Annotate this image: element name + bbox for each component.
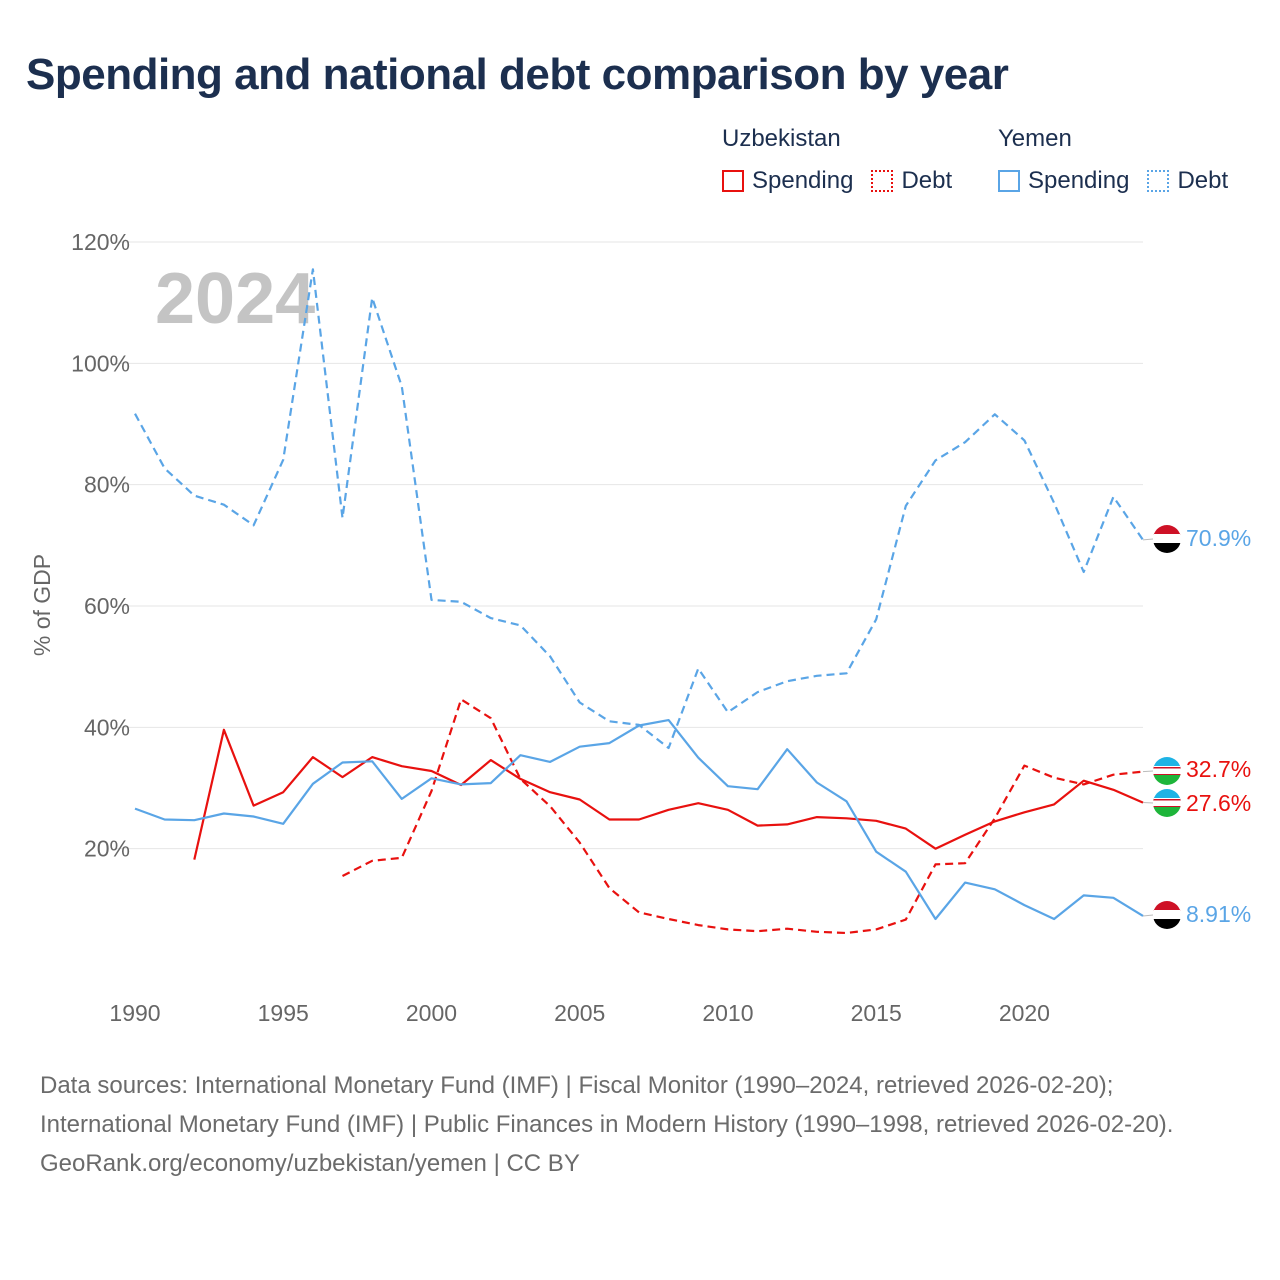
end-label-yemen-debt: 70.9% [1186,525,1251,551]
end-label-yemen-spending: 8.91% [1186,901,1251,927]
series-line-uzbekistan-spending[interactable] [193,728,1144,860]
y-tick-label: 80% [84,472,130,498]
end-label-uzbekistan-spending: 27.6% [1186,790,1251,816]
legend-country-uzbekistan: Uzbekistan [722,125,841,152]
legend-group-uzbekistan: Uzbekistan Spending Debt [722,124,970,196]
y-axis-label: % of GDP [29,554,55,656]
x-tick-label: 1990 [109,1000,160,1026]
y-tick-label: 60% [84,593,130,619]
label-leader-line [1142,770,1154,773]
legend-label: Debt [1177,167,1229,194]
legend-item-yemen-debt[interactable]: Debt [1147,167,1228,195]
data-sources: Data sources: International Monetary Fun… [40,1072,1174,1138]
yemen-flag-icon [1153,901,1181,929]
legend-label: Debt [901,167,953,194]
y-tick-label: 120% [71,229,130,255]
y-tick-label: 40% [84,714,130,740]
dotted-line-swatch-icon [871,170,894,192]
solid-line-swatch-icon [722,170,744,192]
legend-item-uzbekistan-debt[interactable]: Debt [871,167,952,195]
uzbekistan-flag-icon [1153,757,1181,785]
series-line-uzbekistan-debt[interactable] [341,698,1144,935]
dotted-line-swatch-icon [1147,170,1170,192]
x-tick-label: 2015 [851,1000,902,1026]
solid-line-swatch-icon [998,170,1020,192]
footer: Data sources: International Monetary Fun… [40,1066,1240,1183]
x-tick-label: 2010 [702,1000,753,1026]
x-tick-label: 1995 [258,1000,309,1026]
chart-title: Spending and national debt comparison by… [26,50,1009,99]
yemen-flag-icon [1153,525,1181,553]
x-tick-label: 2020 [999,1000,1050,1026]
legend-item-uzbekistan-spending[interactable]: Spending [722,167,853,195]
legend-label: Spending [752,167,854,194]
label-leader-line [1142,914,1154,917]
legend-item-yemen-spending[interactable]: Spending [998,167,1129,195]
legend-group-yemen: Yemen Spending Debt [998,124,1246,196]
series-line-yemen-debt[interactable] [134,268,1144,750]
end-label-uzbekistan-debt: 32.7% [1186,756,1251,782]
year-watermark: 2024 [155,259,315,339]
y-tick-label: 100% [71,350,130,376]
x-tick-label: 2005 [554,1000,605,1026]
label-leader-line [1142,538,1154,541]
uzbekistan-flag-icon [1153,789,1181,817]
x-tick-label: 2000 [406,1000,457,1026]
line-chart: 2024 % of GDP 20% 40% 60% 80% 100% 120% 1990 1… [29,229,1251,1026]
y-tick-label: 20% [84,836,130,862]
legend-label: Spending [1028,167,1130,194]
legend-country-yemen: Yemen [998,125,1072,152]
attribution-link[interactable]: GeoRank.org/economy/uzbekistan/yemen | C… [40,1150,580,1177]
